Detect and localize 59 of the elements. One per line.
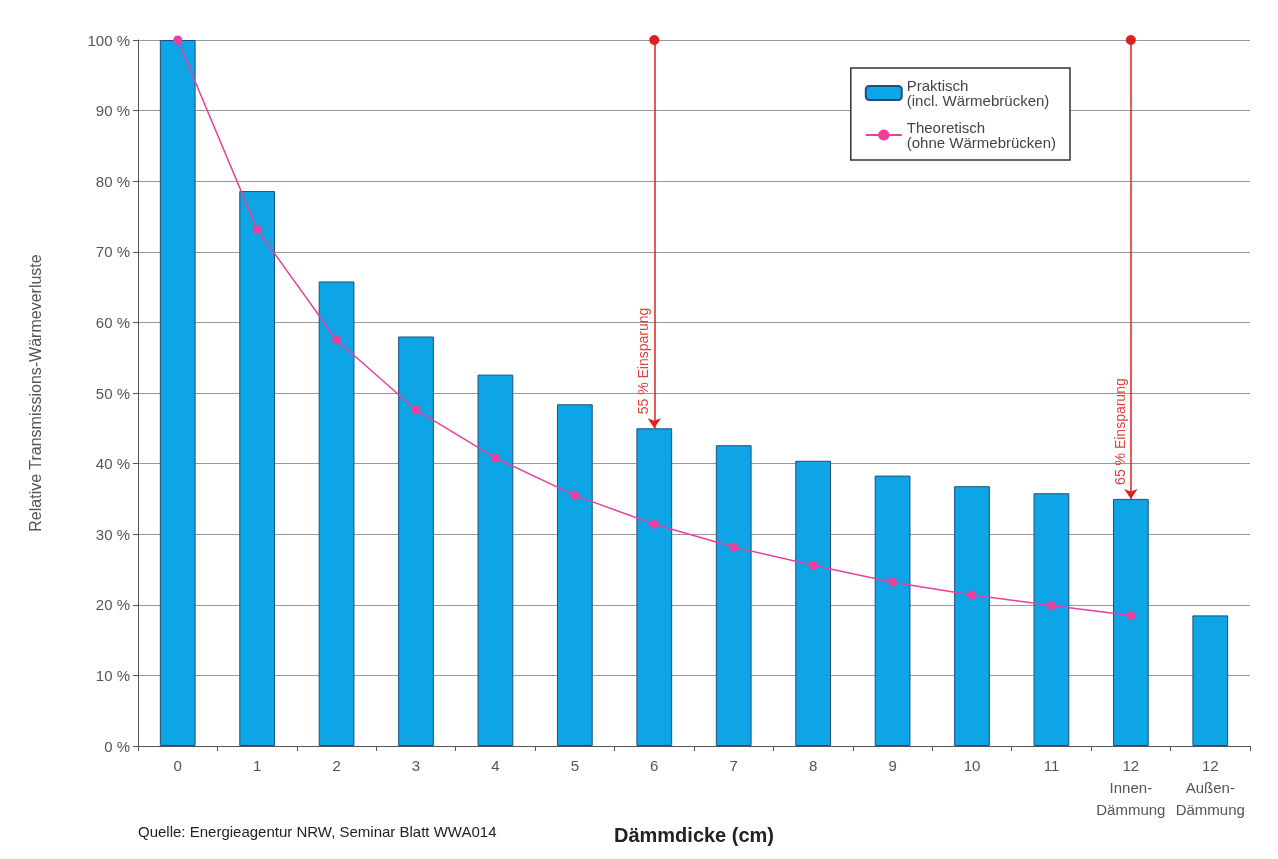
x-tick-label: 9 bbox=[888, 756, 897, 774]
y-tick-label: 80 % bbox=[95, 172, 130, 190]
point bbox=[570, 490, 580, 500]
point bbox=[649, 519, 659, 529]
y-tick-label: 30 % bbox=[95, 525, 130, 543]
bar bbox=[159, 40, 196, 746]
annotation: 65 % Einsparung bbox=[1111, 378, 1128, 485]
bar bbox=[874, 475, 911, 746]
x-tick-label: 10 bbox=[963, 756, 981, 774]
source-note: Quelle: Energieagentur NRW, Seminar Blatt WWA014 bbox=[138, 823, 497, 840]
bar bbox=[1112, 498, 1149, 746]
x-tick-label: 8 bbox=[808, 756, 818, 774]
point bbox=[1046, 601, 1056, 610]
point bbox=[967, 590, 977, 600]
y-tick-label: 60 % bbox=[95, 313, 130, 331]
bar bbox=[954, 486, 990, 746]
x-tick-label: 12 Außen- Dämmung bbox=[1175, 756, 1245, 818]
x-tick-label: 3 bbox=[411, 756, 421, 774]
point bbox=[1126, 610, 1136, 620]
x-tick-label: 1 bbox=[252, 756, 262, 774]
y-tick-label: 10 % bbox=[95, 666, 130, 684]
x-tick-label: 11 bbox=[1043, 756, 1060, 774]
x-tick-label: 4 bbox=[491, 756, 500, 774]
legend-label: Theoretisch (ohne Wärmebrücken) bbox=[906, 119, 1057, 151]
legend-label: Praktisch (incl. Wärmebrücken) bbox=[906, 77, 1050, 109]
point bbox=[490, 453, 500, 463]
y-axis-title: Relative Transmissions-Wärmeverluste bbox=[26, 254, 44, 532]
point bbox=[411, 405, 421, 415]
x-tick-label: 2 bbox=[332, 756, 341, 774]
x-tick-label: 6 bbox=[650, 756, 659, 774]
y-tick-label: 90 % bbox=[95, 102, 130, 120]
x-tick-label: 5 bbox=[570, 756, 580, 774]
point bbox=[888, 577, 898, 587]
bar bbox=[715, 445, 752, 746]
x-tick-label: 12 Innen- Dämmung bbox=[1096, 756, 1166, 818]
bar bbox=[477, 374, 514, 746]
y-tick-label: 50 % bbox=[95, 384, 130, 402]
bar bbox=[1033, 493, 1070, 746]
y-tick-label: 0 % bbox=[104, 737, 130, 755]
bar bbox=[318, 281, 355, 746]
bar bbox=[636, 428, 673, 746]
annotation: 55 % Einsparung bbox=[635, 307, 652, 415]
point bbox=[729, 542, 739, 552]
y-tick-label: 20 % bbox=[95, 596, 130, 614]
bar bbox=[1192, 615, 1229, 746]
y-tick-label: 100 % bbox=[87, 31, 130, 49]
x-axis-title: Dämmdicke (cm) bbox=[613, 823, 775, 846]
bar bbox=[239, 191, 276, 746]
y-tick-label: 40 % bbox=[95, 455, 130, 473]
bar bbox=[556, 404, 593, 746]
bar bbox=[795, 460, 832, 746]
point bbox=[332, 335, 342, 345]
point bbox=[173, 35, 183, 45]
point bbox=[808, 560, 818, 570]
x-tick-label: 7 bbox=[729, 756, 738, 774]
point bbox=[252, 224, 262, 234]
bar bbox=[398, 336, 434, 746]
x-tick-label: 0 bbox=[173, 756, 182, 774]
y-tick-label: 70 % bbox=[95, 243, 130, 261]
